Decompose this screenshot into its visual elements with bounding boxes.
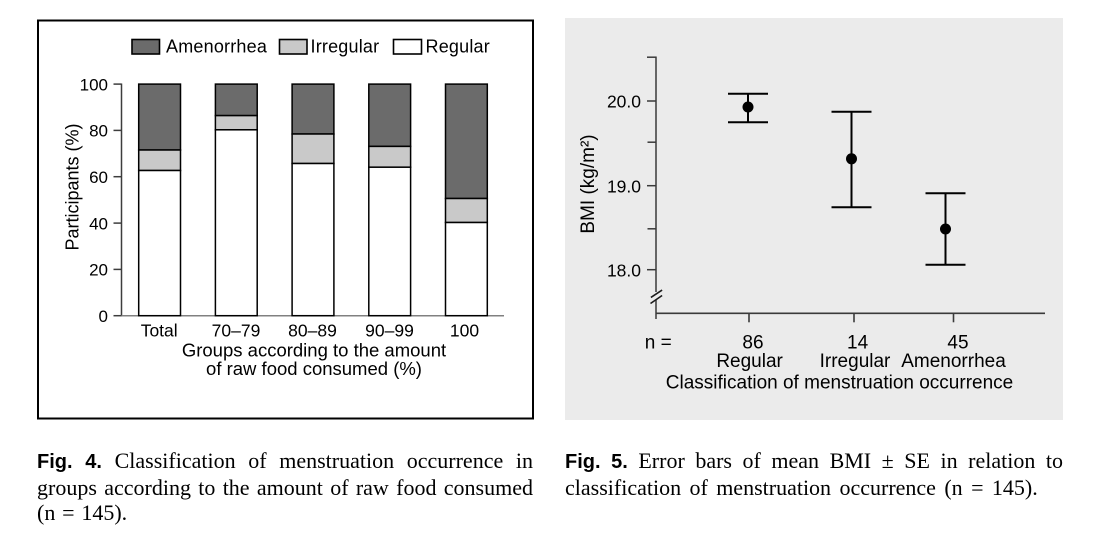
svg-text:0: 0: [99, 307, 108, 326]
svg-text:86: 86: [742, 332, 763, 353]
svg-text:100: 100: [80, 75, 108, 94]
svg-text:45: 45: [947, 332, 968, 353]
svg-text:60: 60: [89, 168, 108, 187]
svg-text:Regular: Regular: [716, 351, 783, 372]
svg-text:40: 40: [89, 214, 108, 233]
svg-text:20.0: 20.0: [607, 92, 641, 112]
svg-text:Amenorrhea: Amenorrhea: [166, 37, 268, 57]
svg-text:Total: Total: [141, 321, 178, 341]
svg-text:Irregular: Irregular: [311, 37, 380, 57]
svg-text:n =: n =: [645, 332, 672, 353]
svg-text:Irregular: Irregular: [820, 351, 891, 372]
svg-text:20: 20: [89, 261, 108, 280]
svg-text:80: 80: [89, 122, 108, 141]
svg-text:Regular: Regular: [426, 37, 490, 57]
svg-text:Amenorrhea: Amenorrhea: [901, 351, 1006, 372]
svg-text:18.0: 18.0: [607, 260, 641, 280]
svg-text:Groups according to the amount: Groups according to the amount: [182, 339, 446, 360]
svg-text:80–89: 80–89: [288, 321, 337, 341]
svg-text:BMI (kg/m²): BMI (kg/m²): [578, 134, 599, 233]
svg-text:Classification of menstruation: Classification of menstruation occurrenc…: [666, 373, 1013, 394]
svg-text:70–79: 70–79: [212, 321, 261, 341]
svg-text:19.0: 19.0: [607, 176, 641, 196]
svg-text:90–99: 90–99: [365, 321, 414, 341]
svg-text:Participants (%): Participants (%): [63, 123, 83, 250]
svg-text:of raw food consumed (%): of raw food consumed (%): [206, 358, 422, 379]
svg-text:14: 14: [847, 332, 869, 353]
svg-text:100: 100: [450, 321, 479, 341]
